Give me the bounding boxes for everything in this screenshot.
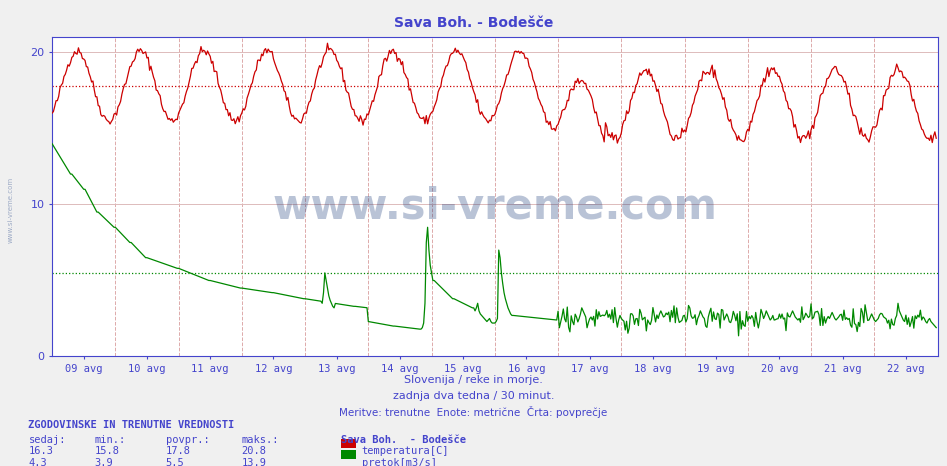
Text: Sava Boh. - Bodešče: Sava Boh. - Bodešče [394, 16, 553, 30]
Text: temperatura[C]: temperatura[C] [362, 446, 449, 456]
Text: Slovenija / reke in morje.: Slovenija / reke in morje. [404, 375, 543, 385]
Text: 20.8: 20.8 [241, 446, 266, 456]
Text: www.si-vreme.com: www.si-vreme.com [273, 185, 717, 227]
Text: 3.9: 3.9 [95, 458, 114, 466]
Text: maks.:: maks.: [241, 435, 279, 445]
Text: www.si-vreme.com: www.si-vreme.com [8, 177, 13, 243]
Text: Sava Boh.  - Bodešče: Sava Boh. - Bodešče [341, 435, 466, 445]
Text: 13.9: 13.9 [241, 458, 266, 466]
Text: povpr.:: povpr.: [166, 435, 209, 445]
Text: ZGODOVINSKE IN TRENUTNE VREDNOSTI: ZGODOVINSKE IN TRENUTNE VREDNOSTI [28, 420, 235, 430]
Text: 15.8: 15.8 [95, 446, 119, 456]
Text: min.:: min.: [95, 435, 126, 445]
Text: pretok[m3/s]: pretok[m3/s] [362, 458, 437, 466]
Text: 5.5: 5.5 [166, 458, 185, 466]
Text: 16.3: 16.3 [28, 446, 53, 456]
Text: zadnja dva tedna / 30 minut.: zadnja dva tedna / 30 minut. [393, 391, 554, 400]
Text: sedaj:: sedaj: [28, 435, 66, 445]
Text: Meritve: trenutne  Enote: metrične  Črta: povprečje: Meritve: trenutne Enote: metrične Črta: … [339, 406, 608, 418]
Text: 17.8: 17.8 [166, 446, 190, 456]
Text: 4.3: 4.3 [28, 458, 47, 466]
